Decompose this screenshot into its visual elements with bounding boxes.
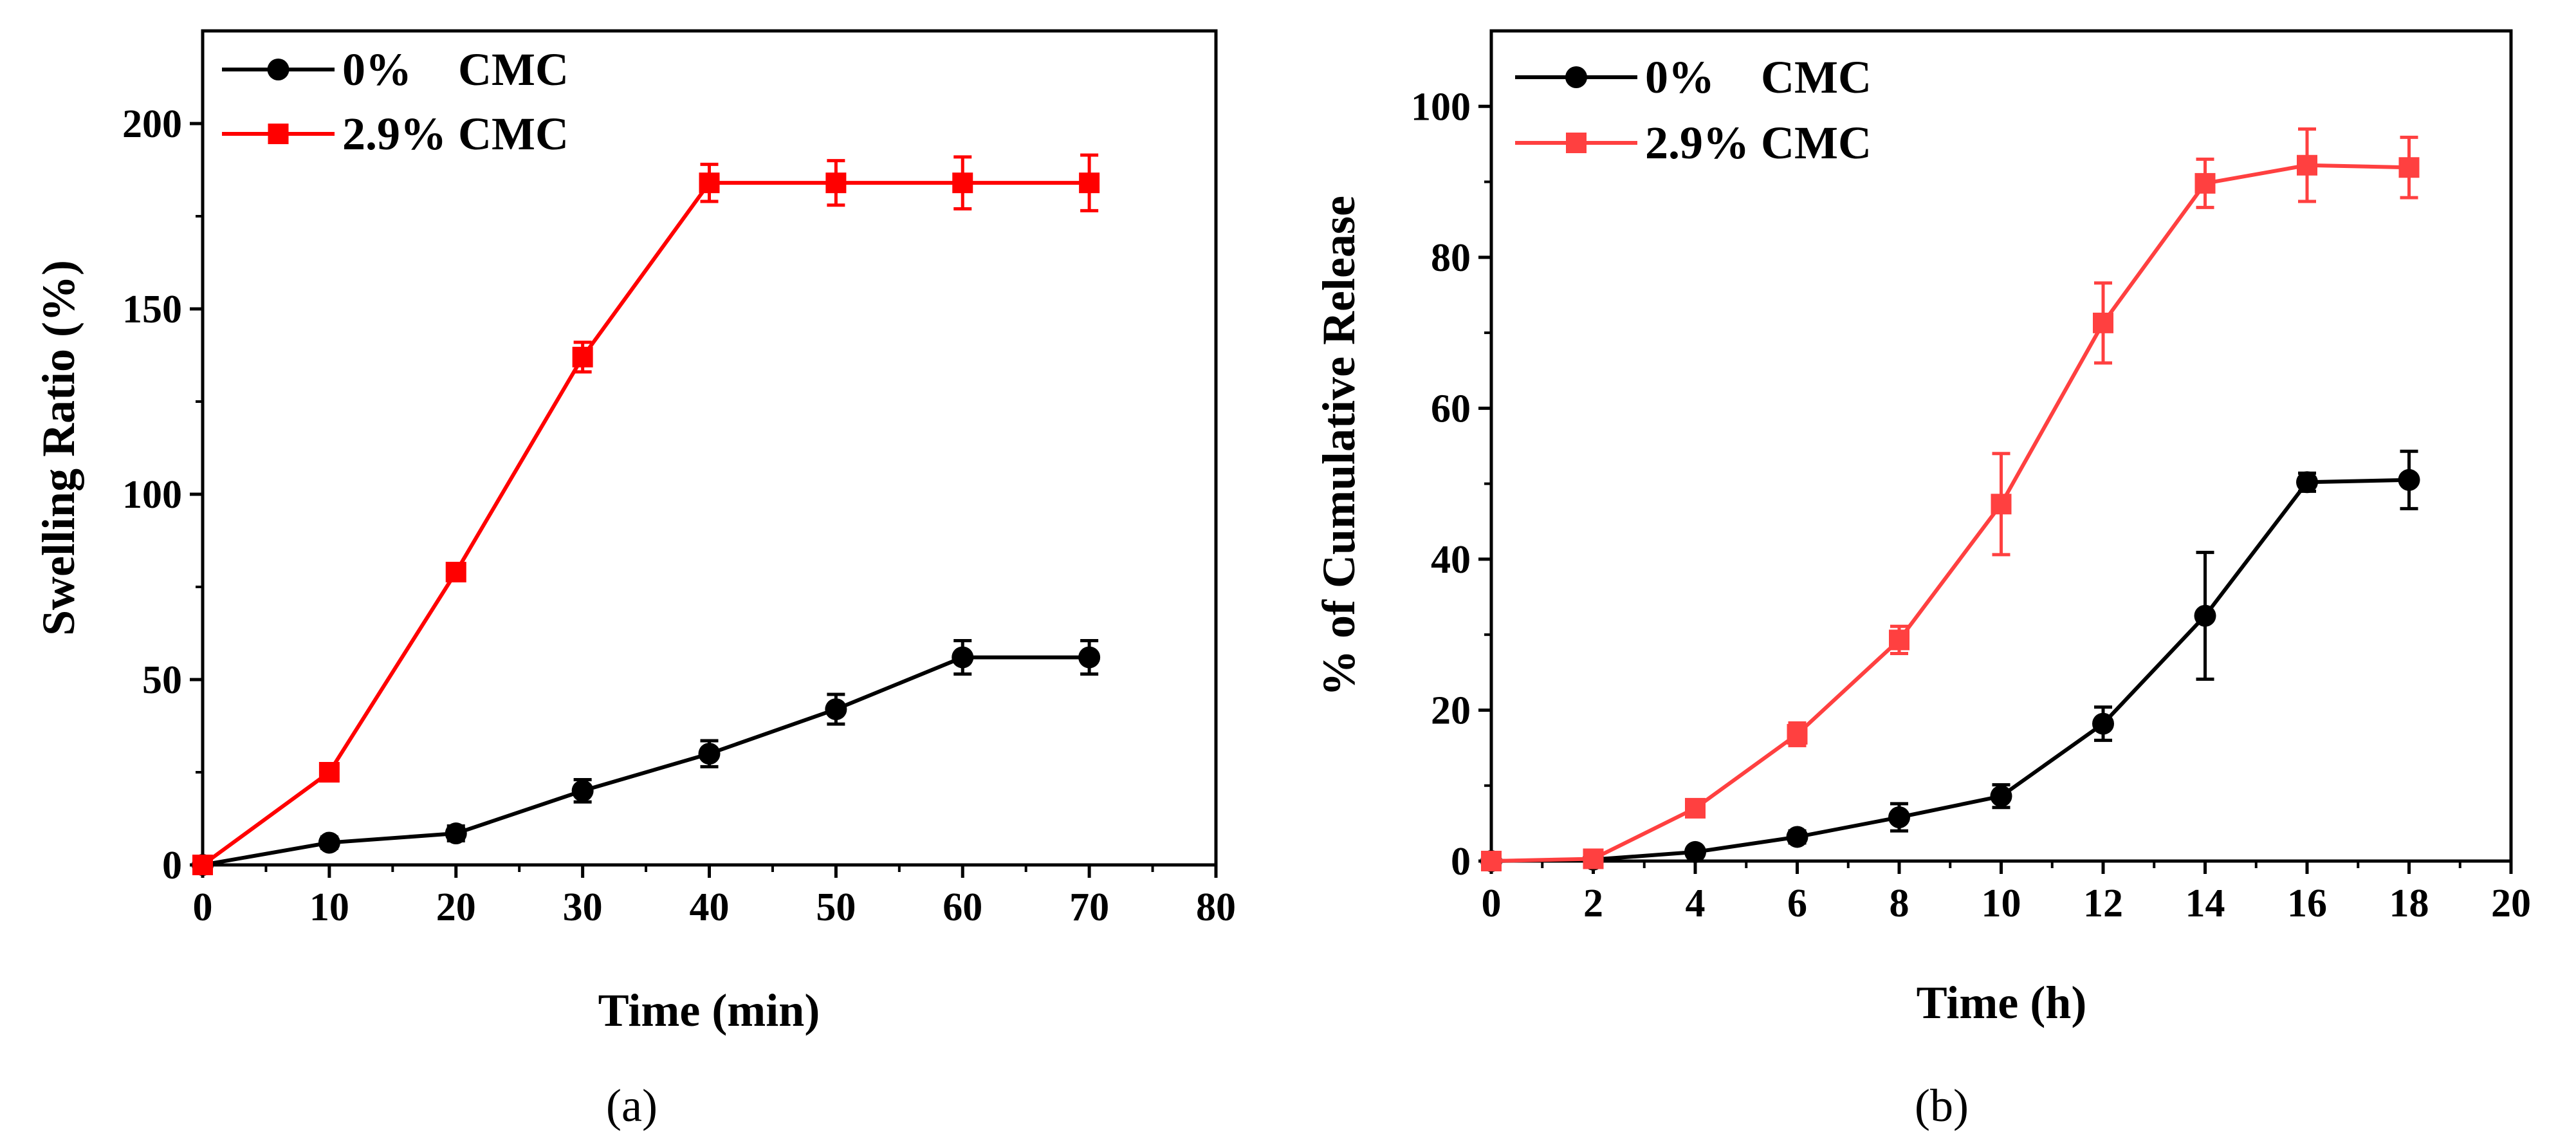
- panel-b-x-tick-label: 2: [1583, 882, 1603, 925]
- panel-a-data-point: [572, 346, 593, 367]
- panel-a-x-tick-label: 40: [690, 886, 730, 929]
- panel-b-label: (b): [1915, 1080, 1969, 1131]
- panel-a-legend-marker: [267, 59, 290, 80]
- panel-a-series-line: [201, 181, 1090, 867]
- panel-b-marks: [1480, 127, 2420, 872]
- panel-a-x-tick-label: 20: [436, 886, 476, 929]
- panel-a-data-point: [192, 855, 213, 875]
- panel-b-ticks: 0 2 4 6 8 10 12 14 16 18 20 0 20 40 60 80 100: [1411, 85, 2531, 925]
- panel-a-y-tick-label: 0: [162, 844, 182, 887]
- panel-b-y-tick-label: 40: [1431, 538, 1471, 582]
- panel-a-x-tick-label: 60: [943, 886, 982, 929]
- panel-b-data-point: [1786, 826, 1808, 848]
- panel-b-x-tick-label: 6: [1787, 882, 1807, 925]
- panel-a-legend-label: 2.9% CMC: [342, 108, 569, 160]
- panel-a-x-tick-label: 0: [193, 886, 213, 929]
- panel-b-x-tick-label: 8: [1890, 882, 1909, 925]
- panel-a-data-point: [1079, 172, 1100, 194]
- panel-b-data-point: [2297, 154, 2317, 176]
- plot-b-frame: [1489, 29, 2513, 863]
- panel-b-legend-marker: [1566, 133, 1587, 153]
- panel-b-legend-marker: [1565, 66, 1587, 88]
- panel-b-data-point: [1685, 797, 1706, 819]
- panel-b-x-tick-label: 14: [2185, 882, 2225, 925]
- panel-a-data-point: [445, 822, 467, 845]
- panel-a-data-point: [698, 743, 721, 765]
- panel-b-data-point: [1481, 851, 1502, 871]
- panel-b-x-axis-title: Time (h): [1917, 977, 2087, 1028]
- panel-a-legend: 0% CMC 2.9% CMC: [222, 44, 569, 160]
- panel-a-x-tick-label: 80: [1196, 886, 1236, 929]
- panel-a-data-point: [952, 172, 973, 194]
- panel-a-data-point: [952, 646, 974, 669]
- panel-b: 0 2 4 6 8 10 12 14 16 18 20 0 20 40 60 80 100 0% CMC 2.9%…: [1313, 29, 2531, 1131]
- panel-b-x-tick-label: 20: [2491, 882, 2531, 925]
- panel-a-y-axis-title: Swelling Ratio (%): [33, 260, 84, 636]
- panel-b-x-tick-label: 10: [1982, 882, 2021, 925]
- panel-b-y-tick-label: 0: [1451, 840, 1471, 884]
- panel-a-y-tick-label: 150: [122, 288, 182, 331]
- panel-a-legend-marker: [268, 124, 289, 144]
- panel-a-x-tick-label: 70: [1069, 886, 1109, 929]
- panel-b-x-tick-label: 4: [1686, 882, 1706, 925]
- panel-a-data-point: [318, 762, 340, 783]
- panel-b-data-point: [2296, 471, 2318, 494]
- panel-b-series-line: [1491, 163, 2409, 863]
- panel-b-series-cmc-2-9: [1481, 127, 2420, 871]
- panel-b-legend: 0% CMC 2.9% CMC: [1515, 51, 1872, 169]
- panel-a-data-point: [318, 831, 340, 854]
- panel-b-x-tick-label: 16: [2287, 882, 2327, 925]
- panel-a-y-tick-label: 100: [122, 473, 182, 517]
- panel-b-data-point: [1990, 785, 2012, 808]
- panel-b-data-point: [2194, 172, 2216, 194]
- panel-a-x-tick-label: 30: [563, 886, 603, 929]
- panel-a-series-line: [202, 655, 1090, 867]
- panel-b-y-tick-label: 60: [1431, 387, 1471, 431]
- panel-b-data-point: [1583, 848, 1604, 869]
- panel-b-y-tick-label: 20: [1431, 689, 1471, 732]
- panel-b-x-tick-label: 0: [1482, 882, 1502, 925]
- panel-b-series-cmc-0: [1480, 449, 2420, 872]
- panel-b-series-line: [1491, 478, 2409, 863]
- panel-a: 0 10 20 30 40 50 60 70 80 0 50 100 150 200 0% CMC 2.9%…: [33, 29, 1236, 1131]
- panel-b-data-point: [2398, 468, 2420, 491]
- panel-a-series-cmc-0: [192, 639, 1101, 876]
- panel-a-series-cmc-2-9: [192, 153, 1100, 875]
- panel-b-data-point: [1787, 723, 1808, 745]
- panel-b-x-tick-label: 12: [2083, 882, 2123, 925]
- panel-b-y-axis-title: % of Cumulative Release: [1313, 196, 1365, 696]
- panel-b-y-tick-label: 100: [1411, 85, 1471, 129]
- panel-b-data-point: [2093, 312, 2113, 333]
- panel-b-y-tick-label: 80: [1431, 236, 1471, 280]
- panel-a-data-point: [445, 561, 466, 582]
- panel-b-data-point: [2194, 604, 2216, 627]
- panel-a-y-tick-label: 200: [122, 102, 182, 146]
- panel-b-data-point: [1888, 806, 1910, 828]
- panel-a-x-tick-label: 50: [816, 886, 856, 929]
- panel-b-data-point: [1991, 494, 2012, 515]
- panel-a-legend-label: 0% CMC: [342, 44, 569, 95]
- panel-a-x-axis-title: Time (min): [598, 985, 820, 1036]
- panel-b-data-point: [1889, 629, 1909, 651]
- panel-a-data-point: [571, 779, 594, 802]
- panel-a-data-point: [1078, 646, 1101, 669]
- panel-a-x-tick-label: 10: [309, 886, 349, 929]
- panel-a-data-point: [825, 698, 847, 721]
- panel-a-marks: [192, 153, 1101, 876]
- panel-a-ticks: 0 10 20 30 40 50 60 70 80 0 50 100 150 200: [122, 102, 1236, 929]
- panel-b-x-tick-label: 18: [2389, 882, 2429, 925]
- panel-a-data-point: [699, 172, 720, 194]
- panel-b-legend-label: 0% CMC: [1645, 51, 1872, 103]
- panel-b-data-point: [1684, 840, 1706, 863]
- panel-a-label: (a): [606, 1080, 658, 1131]
- panel-b-legend-label: 2.9% CMC: [1645, 117, 1872, 169]
- panel-b-data-point: [2092, 712, 2114, 735]
- panel-a-data-point: [825, 172, 847, 194]
- panel-a-y-tick-label: 50: [142, 658, 182, 702]
- panel-b-data-point: [2398, 157, 2420, 178]
